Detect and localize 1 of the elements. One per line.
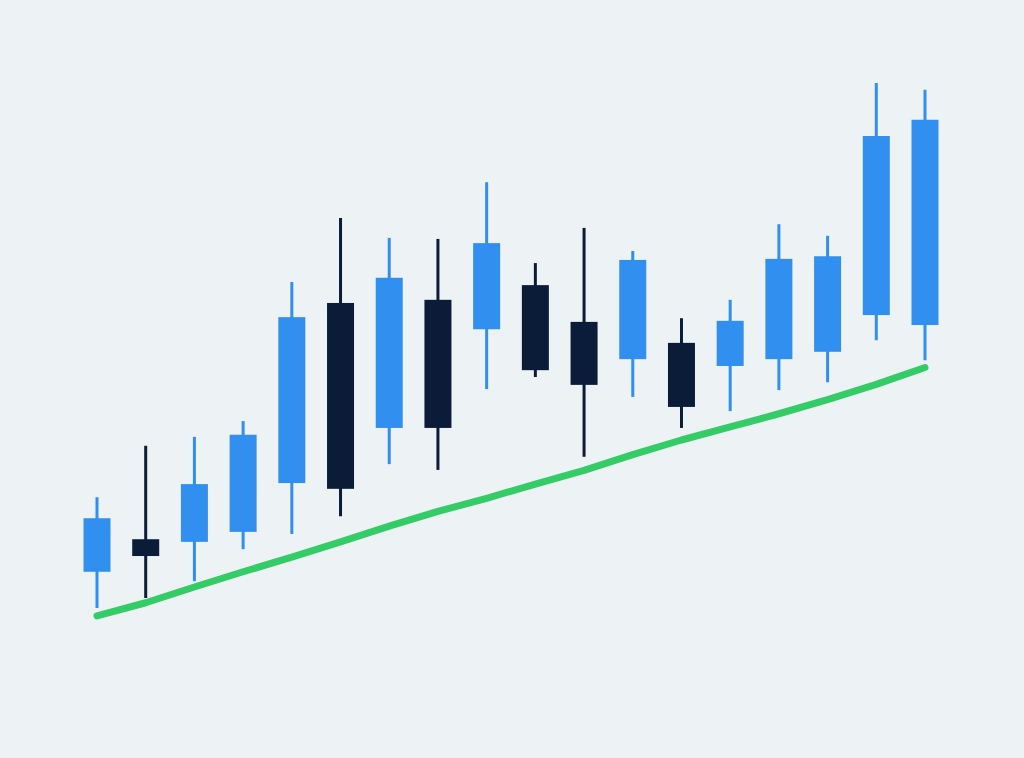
candlestick	[132, 444, 160, 599]
